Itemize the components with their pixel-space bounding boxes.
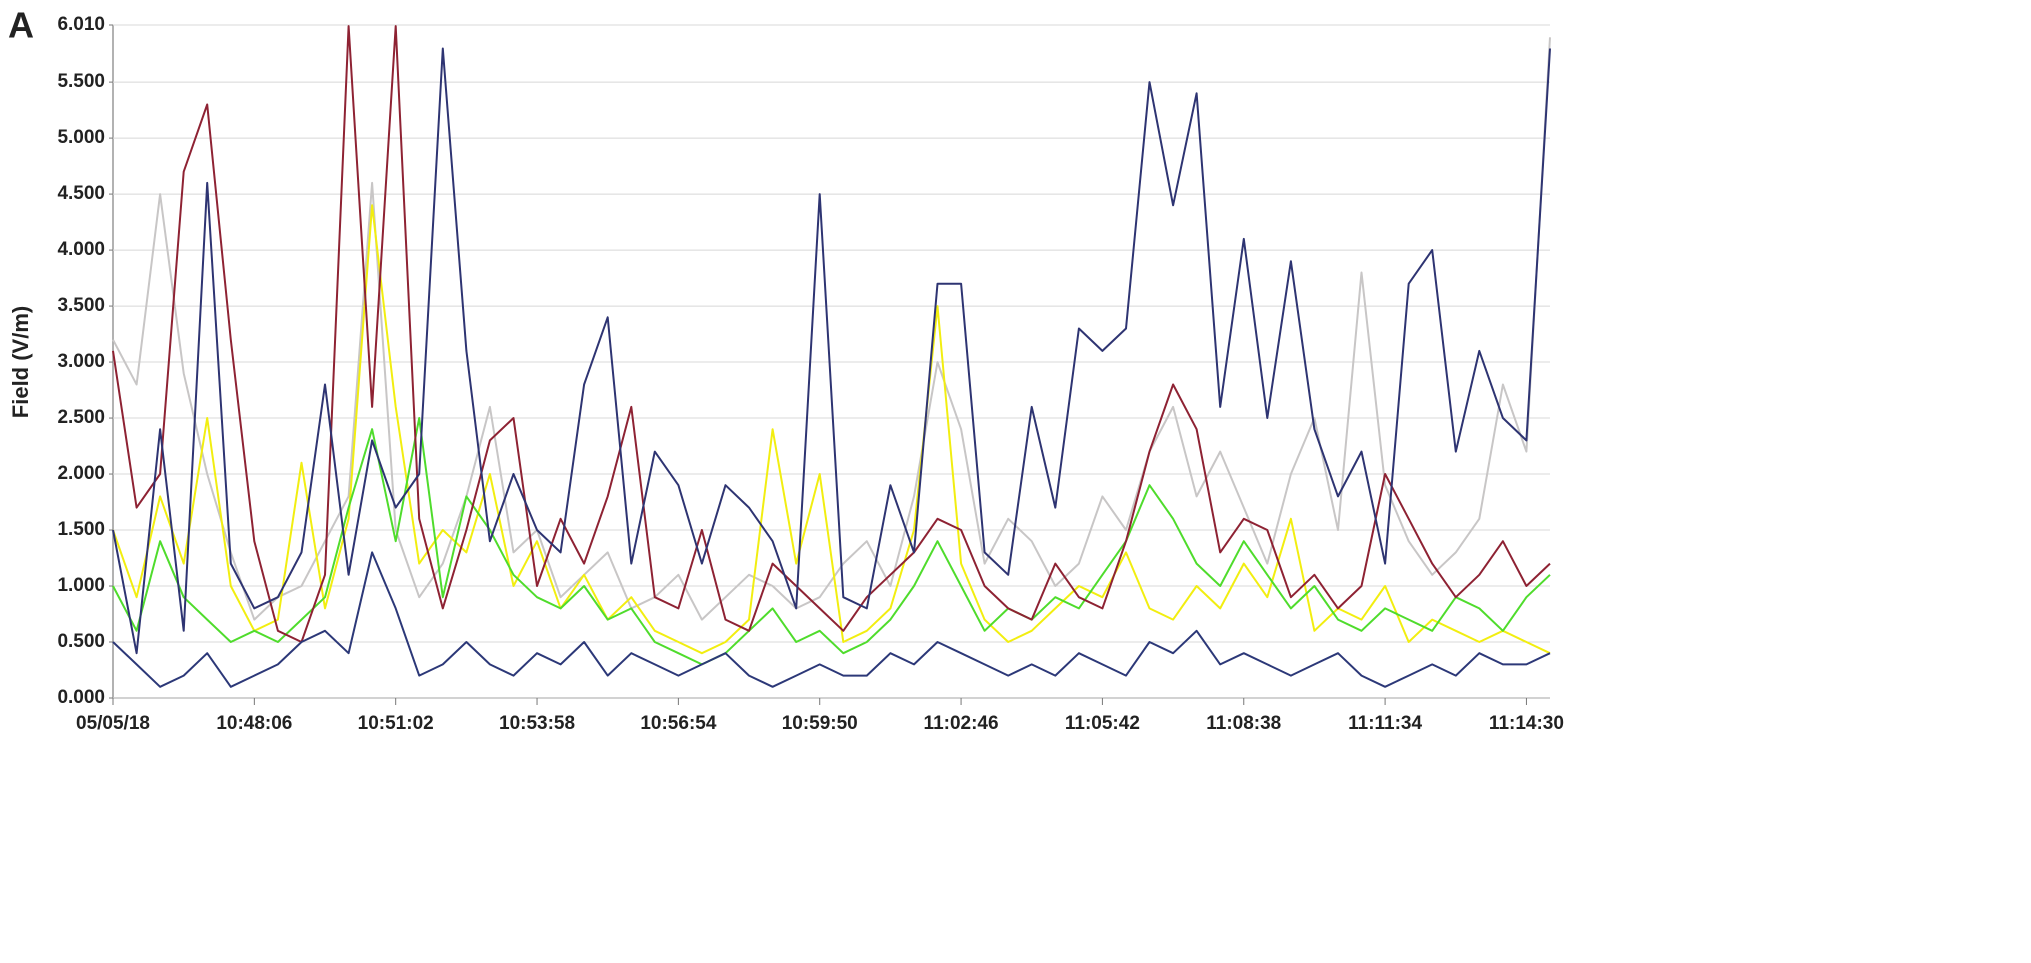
grid — [113, 24, 1550, 699]
x-tick-label: 10:59:50 — [782, 713, 858, 734]
x-tick-label: 11:05:42 — [1065, 713, 1140, 734]
y-tick-label: 0.000 — [57, 687, 105, 708]
y-tick-label: 2.500 — [57, 407, 105, 428]
y-tick-label: 5.000 — [57, 127, 105, 148]
y-tick-label: 6.010 — [57, 14, 105, 35]
series-line — [112, 25, 1551, 643]
x-tick-label: 10:48:06 — [216, 713, 292, 734]
x-tick-label: 11:08:38 — [1206, 713, 1281, 734]
y-tick-label: 2.000 — [57, 463, 105, 484]
series-line — [112, 47, 1551, 655]
x-tick-label: 05/05/18 — [76, 713, 150, 734]
y-tick-label: 3.000 — [57, 351, 105, 372]
y-tick-label: 4.000 — [57, 239, 105, 260]
series-line — [112, 204, 1551, 655]
y-axis-label: Field (V/m) — [8, 306, 33, 418]
series-line — [112, 417, 1551, 666]
x-tick-label: 11:11:34 — [1348, 713, 1422, 734]
y-tick-label: 4.500 — [57, 183, 105, 204]
y-tick-label: 1.000 — [57, 575, 105, 596]
x-tick-label: 10:56:54 — [640, 713, 716, 734]
x-tick-label: 11:14:30 — [1489, 713, 1564, 734]
x-tick-label: 10:53:58 — [499, 713, 575, 734]
y-tick-label: 0.500 — [57, 631, 105, 652]
x-tick-label: 11:02:46 — [924, 713, 999, 734]
series-line — [112, 37, 1551, 621]
y-tick-label: 3.500 — [57, 295, 105, 316]
series-line — [112, 551, 1551, 688]
y-tick-label: 1.500 — [57, 519, 105, 540]
y-tick-label: 5.500 — [57, 71, 105, 92]
chart-title: A — [8, 5, 34, 46]
x-tick-label: 10:51:02 — [358, 713, 434, 734]
